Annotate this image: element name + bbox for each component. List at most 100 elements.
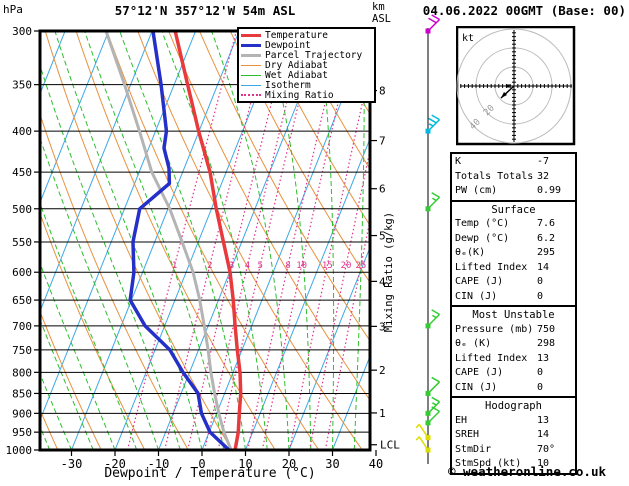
wind-barb (425, 114, 441, 134)
wet-adiabat-line (211, 32, 290, 449)
wind-barb-feather (431, 396, 440, 403)
wind-barb-staff (427, 196, 441, 210)
panel-row: CAPE (J) 0 (455, 275, 572, 290)
wind-barb-staff (427, 313, 441, 327)
pressure-tick-label: 850 (12, 387, 32, 400)
lcl-label: LCL (380, 439, 400, 452)
panel-row-label: Pressure (mb) (455, 323, 534, 335)
wind-barb-staff (418, 423, 429, 439)
dry-adiabat-line (41, 312, 102, 449)
panel-row: Dewp (°C) 6.2 (455, 232, 572, 247)
panel-row: StmDir 70° (455, 443, 572, 458)
panel-row-value: 13 (537, 352, 550, 364)
wind-barb-staff (427, 381, 441, 394)
panel-row-value: 0 (537, 290, 544, 302)
panel-row-value: 32 (537, 170, 550, 182)
panel-row-value: 0.99 (537, 185, 562, 196)
temperature-curve (173, 32, 243, 449)
panel-row: StmSpd (kt) 10 (455, 457, 572, 472)
panel-section: Hodograph EH 13 SREH 14 StmDir 70° StmSpd (kt) 1… (450, 396, 577, 475)
wind-barb-feather (431, 114, 440, 121)
wind-barb (415, 436, 431, 453)
pressure-tick-label: 750 (12, 344, 32, 357)
wind-barb-feather (415, 436, 420, 441)
pressure-tick-label: 400 (12, 125, 32, 138)
legend-line-swatch (241, 64, 261, 66)
panel-row-label: CAPE (J) (455, 276, 504, 287)
panel-row: θₑ(K) 295 (455, 246, 572, 261)
panel-row: Lifted Index 14 (455, 261, 572, 276)
wind-barb (425, 376, 441, 396)
legend-line-swatch (241, 84, 261, 86)
panel-row-value: 70° (537, 443, 556, 455)
temp-tick-label: 0 (198, 457, 205, 471)
panel-row-label: CIN (J) (455, 381, 498, 393)
panel-row: CIN (J) 0 (455, 290, 572, 305)
pressure-tick-label: 450 (12, 166, 32, 179)
pressure-tick-label: 1000 (6, 444, 33, 457)
legend-box: Temperature Dewpoint Parcel Trajectory Dry … (237, 27, 376, 103)
isotherm-line (41, 32, 109, 202)
panel-section: Surface Temp (°C) 7.6 Dewp (°C) 6.2 θₑ(K) 295 L… (450, 199, 577, 307)
altitude-unit-km: km (372, 1, 385, 13)
temperature-axis-label: Dewpoint / Temperature (°C) (104, 466, 316, 481)
wet-adiabat-line (266, 32, 312, 449)
panel-row-value: 14 (537, 429, 550, 440)
indices-panel: K -7 Totals Totals 32 PW (cm) 0.99 Surface Temp… (450, 152, 577, 475)
mixing-ratio-value-label: 4 (245, 261, 250, 271)
panel-section-header: Hodograph (485, 400, 542, 412)
storm-motion-arrowhead (501, 92, 507, 98)
panel-row-label: K (455, 156, 462, 167)
panel-row-value: 0 (537, 367, 544, 378)
legend-item-label: Wet Adiabat (265, 69, 328, 81)
wet-adiabat-line (41, 320, 94, 449)
wet-adiabat-line (119, 32, 246, 449)
legend-item: Dewpoint (241, 40, 372, 51)
mixing-ratio-value-label: 5 (258, 261, 263, 271)
wet-adiabat-line (41, 264, 116, 449)
mixing-ratio-line (204, 32, 305, 449)
copyright-credit: © weatheronline.co.uk (447, 464, 607, 479)
isotherm-line (41, 32, 66, 93)
wind-barb-feather (431, 314, 437, 319)
temp-tick-label: 20 (282, 457, 296, 471)
mixing-ratio-line (127, 32, 237, 449)
wet-adiabat-line (41, 374, 72, 449)
panel-row-label: θₑ (K) (455, 338, 492, 349)
panel-row: CIN (J) 0 (455, 381, 572, 396)
wind-barb-feather (428, 123, 434, 127)
legend-line-swatch (241, 74, 261, 76)
isotherm-line (71, 32, 240, 449)
pressure-tick-label: 500 (12, 203, 32, 216)
wind-barb-staff (427, 119, 441, 132)
wind-barb-feather (431, 376, 440, 383)
legend-item-label: Isotherm (265, 79, 311, 91)
wind-barb (425, 406, 441, 426)
km-tick-label: 1 (379, 407, 386, 420)
dry-adiabat-line (261, 32, 369, 225)
mixing-ratio-value-label: 15 (322, 261, 333, 271)
legend-item: Isotherm (241, 79, 372, 91)
wind-barb-feather (431, 402, 437, 406)
wind-barb-feather (431, 14, 440, 21)
legend-item-label: Parcel Trajectory (265, 49, 363, 61)
wind-barb (425, 192, 441, 212)
panel-section-header: Most Unstable (472, 309, 555, 321)
pressure-tick-label: 600 (12, 266, 32, 279)
panel-row: Totals Totals 32 (455, 170, 572, 185)
panel-row-value: 298 (537, 338, 556, 349)
dewpoint-curve (128, 32, 231, 449)
panel-row-value: 0 (537, 276, 544, 287)
legend-item-label: Mixing Ratio (265, 89, 334, 101)
wet-adiabat-line (0, 32, 6, 450)
isotherm-line (41, 32, 196, 419)
legend-item: Dry Adiabat (241, 60, 372, 71)
panel-section: K -7 Totals Totals 32 PW (cm) 0.99 (450, 152, 577, 202)
panel-row-value: 295 (537, 247, 556, 258)
wind-barb (425, 14, 441, 34)
wind-barb-staff (427, 410, 441, 424)
pressure-axis-unit: hPa (3, 3, 23, 16)
panel-row-label: SREH (455, 429, 480, 440)
wind-barb-staff (418, 436, 429, 451)
